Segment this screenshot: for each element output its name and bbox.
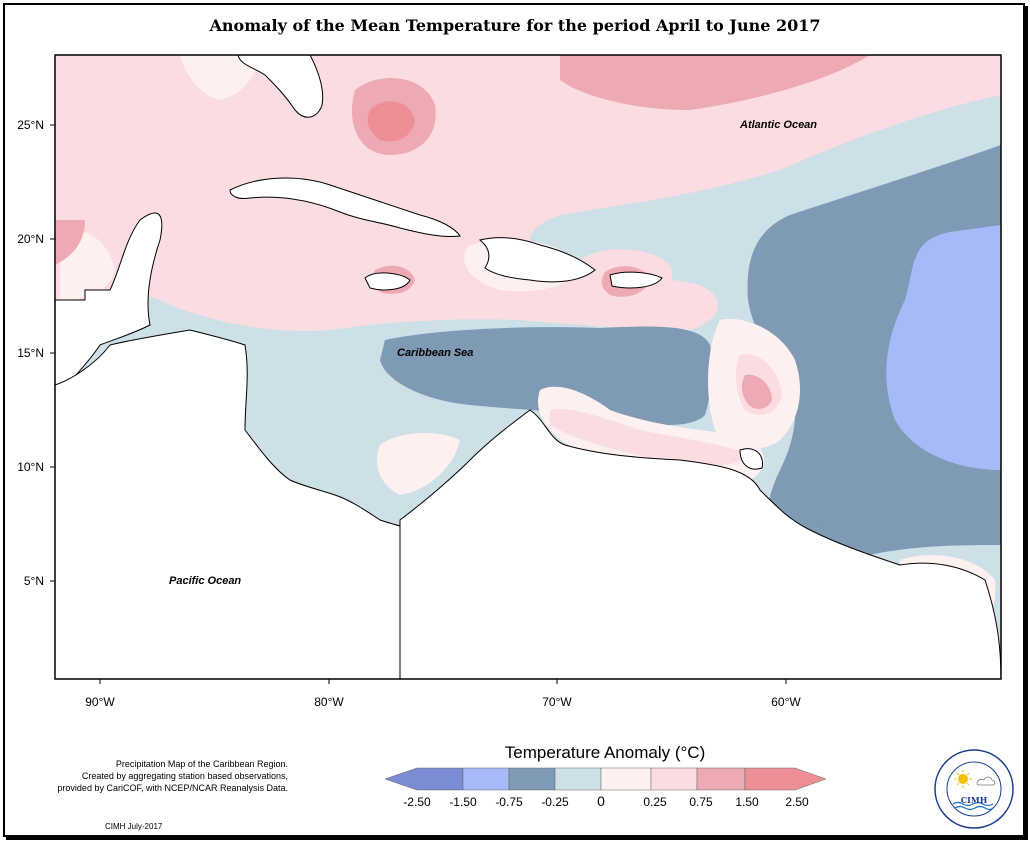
anomaly-cool-spot-east xyxy=(886,225,1001,470)
legend-tick: 0.75 xyxy=(689,795,713,809)
legend-swatch-pos-025-075 xyxy=(650,767,698,791)
anomaly-hot-spot-bahamas xyxy=(367,101,415,142)
map-title: Anomaly of the Mean Temperature for the … xyxy=(209,16,821,35)
legend-tick: 1.50 xyxy=(735,795,759,809)
lon-label-70w: 70°W xyxy=(542,695,572,709)
lat-label-15n: 15°N xyxy=(17,346,44,360)
legend-tick: 0 xyxy=(597,793,605,809)
legend-tick: -1.50 xyxy=(449,795,477,809)
label-atlantic-ocean: Atlantic Ocean xyxy=(740,119,818,131)
label-pacific-ocean: Pacific Ocean xyxy=(169,575,242,587)
legend-tick: -0.25 xyxy=(541,795,569,809)
legend-swatch-pos-075-150 xyxy=(696,767,746,791)
lon-label-90w: 90°W xyxy=(85,695,115,709)
land-mexico-yucatan xyxy=(55,212,163,386)
lon-label-60w: 60°W xyxy=(771,695,801,709)
land-south-america xyxy=(399,409,1001,679)
map-border xyxy=(54,54,1002,680)
anomaly-cool-zone-caribbean xyxy=(380,326,713,425)
legend-swatch-neg-250-150 xyxy=(384,767,464,791)
land-hispaniola xyxy=(478,237,596,283)
footnote-line: Precipitation Map of the Caribbean Regio… xyxy=(115,759,288,769)
legend-swatch-neg-025-0 xyxy=(554,767,602,791)
map-footnote: Precipitation Map of the Caribbean Regio… xyxy=(8,758,288,794)
anomaly-north-warm-zone xyxy=(55,55,1001,331)
sun-icon xyxy=(954,770,972,788)
land-central-america xyxy=(55,329,421,679)
legend-colorbar xyxy=(384,767,827,791)
anomaly-neutral-band xyxy=(180,55,260,100)
footnote-line: Created by aggregating station based obs… xyxy=(81,771,288,781)
legend-tick: 0.25 xyxy=(643,795,667,809)
land-jamaica xyxy=(364,272,411,291)
lon-label-80w: 80°W xyxy=(314,695,344,709)
legend-swatch-pos-150-250 xyxy=(744,767,827,791)
label-caribbean-sea: Caribbean Sea xyxy=(397,347,474,359)
anomaly-warm-spot-coast xyxy=(550,409,750,466)
lat-label-10n: 10°N xyxy=(17,460,44,474)
logo-text: CIMH xyxy=(960,795,988,805)
anomaly-warm-spot-atlantic xyxy=(560,55,870,110)
land-florida xyxy=(237,55,324,118)
lat-label-5n: 5°N xyxy=(23,574,44,588)
legend-tick: -2.50 xyxy=(403,795,431,809)
waves-icon xyxy=(952,801,994,811)
legend-title: Temperature Anomaly (°C) xyxy=(504,743,706,762)
footnote-line: provided by CariCOF, with NCEP/NCAR Rean… xyxy=(57,783,288,793)
legend-swatch-pos-0-025 xyxy=(600,767,652,791)
cimh-logo: CIMH xyxy=(933,748,1015,830)
land-puerto-rico xyxy=(609,271,663,289)
lat-label-20n: 20°N xyxy=(17,232,44,246)
anomaly-warm-spot-gulf xyxy=(55,220,85,265)
land-trinidad xyxy=(739,448,764,470)
cloud-icon xyxy=(976,776,996,786)
lat-label-25n: 25°N xyxy=(17,118,44,132)
legend-tick: 2.50 xyxy=(785,795,809,809)
legend-swatch-neg-150-075 xyxy=(462,767,510,791)
land-cuba xyxy=(229,177,461,237)
map-credit: CIMH July-2017 xyxy=(105,822,163,831)
legend-swatch-neg-075-025 xyxy=(508,767,556,791)
legend-tick: -0.75 xyxy=(495,795,523,809)
anomaly-neutral-zone-colombia xyxy=(376,433,460,495)
anomaly-warm-spot-antilles-core xyxy=(741,374,772,409)
